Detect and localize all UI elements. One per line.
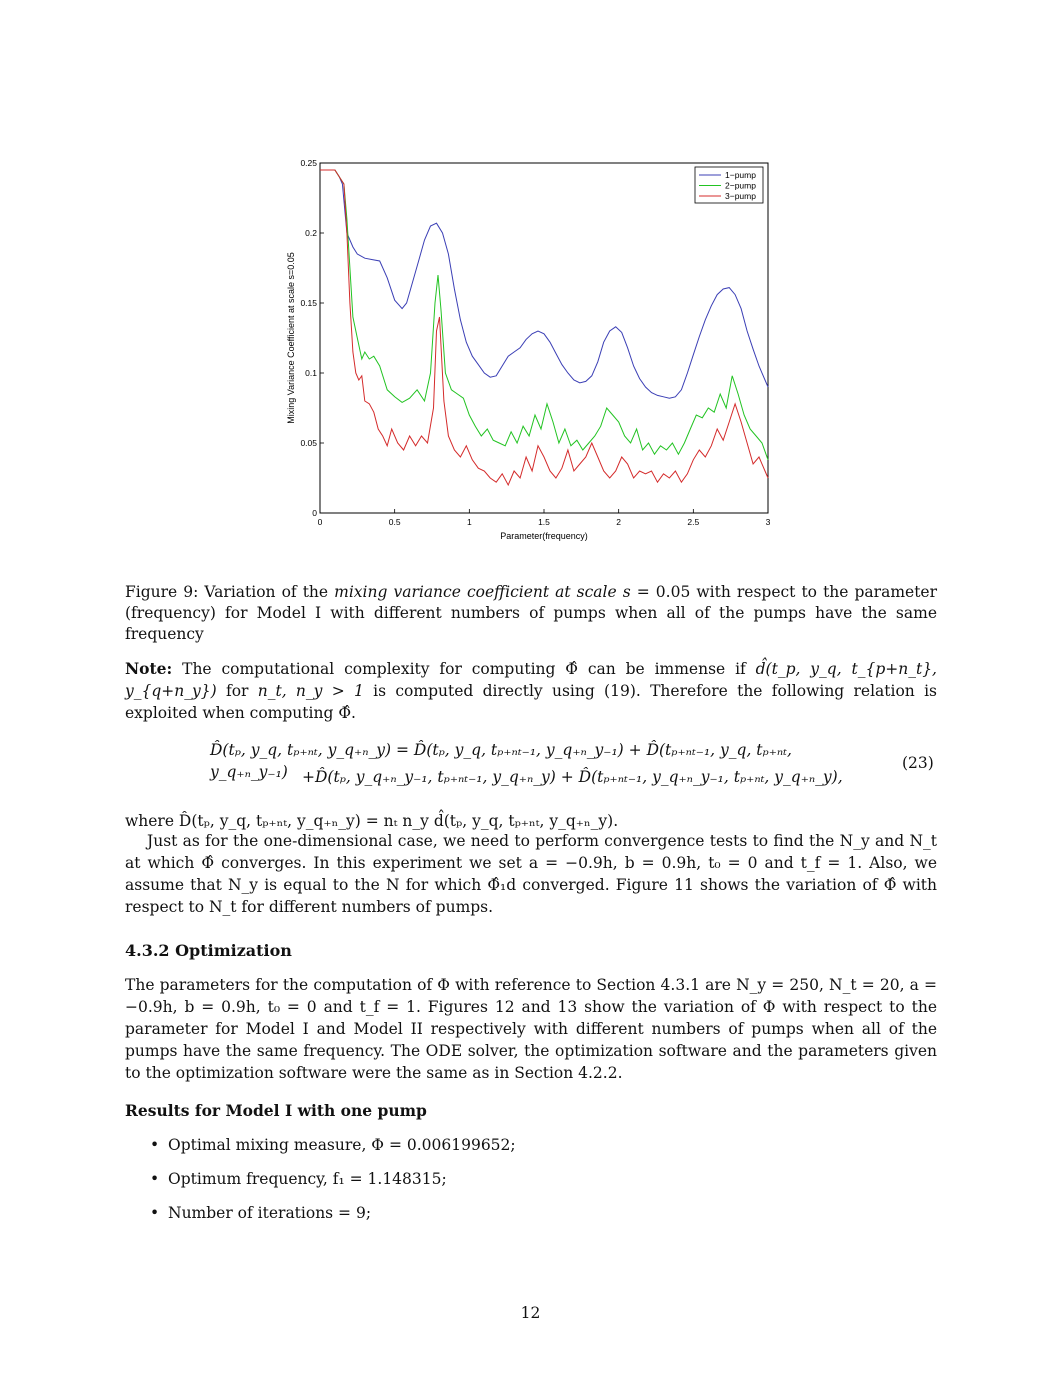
section-heading: 4.3.2 Optimization <box>125 941 292 960</box>
x-tick-label: 0 <box>318 517 323 527</box>
bullet-text: Optimal mixing measure, Φ = 0.006199652; <box>168 1136 516 1154</box>
note-text-2: can be immense if <box>578 660 756 678</box>
x-axis: 0 0.5 1 1.5 2 2.5 3 <box>318 509 771 527</box>
list-item: • Number of iterations = 9; <box>148 1204 516 1238</box>
note-phi-2: Φ̂ <box>338 704 352 722</box>
y-tick-label: 0 <box>312 508 317 518</box>
series-line-1-pump <box>320 169 769 399</box>
series-group <box>320 169 769 487</box>
caption-italic: mixing variance coefficient at scale s <box>334 583 631 601</box>
note-phi-1: Φ̂ <box>565 660 579 678</box>
where-line: where D̂(tₚ, y_q, tₚ₊ₙₜ, y_q₊ₙ_y) = nₜ n… <box>125 812 619 830</box>
y-tick-label: 0.2 <box>305 228 317 238</box>
note-dterm: d̂(t_p, y_q, t_{p+n_t}, y_{q+n_y}) <box>125 660 937 700</box>
results-heading: Results for Model I with one pump <box>125 1101 427 1120</box>
bullet-text: Number of iterations = 9; <box>168 1204 372 1222</box>
x-tick-label: 2.5 <box>687 517 699 527</box>
note-label: Note: <box>125 659 173 678</box>
legend-label: 2−pump <box>725 181 756 191</box>
plot-frame <box>319 162 769 514</box>
list-item: • Optimum frequency, f₁ = 1.148315; <box>148 1170 516 1204</box>
note-text-5: . <box>351 704 356 722</box>
note-condition: n_t, n_y > 1 <box>257 682 364 700</box>
results-list: • Optimal mixing measure, Φ = 0.006199652… <box>148 1136 516 1238</box>
series-line-3-pump <box>320 169 769 487</box>
page-number: 12 <box>520 1304 541 1322</box>
note-paragraph: Note: The computational complexity for c… <box>125 658 937 724</box>
convergence-paragraph: Just as for the one-dimensional case, we… <box>125 832 937 916</box>
equation-line-1: D̂(tₚ, y_q, tₚ₊ₙₜ, y_q₊ₙ_y) = D̂(tₚ, y_q… <box>210 741 792 781</box>
list-item: • Optimal mixing measure, Φ = 0.006199652… <box>148 1136 516 1170</box>
y-tick-label: 0.25 <box>300 158 317 168</box>
x-tick-label: 2 <box>616 517 621 527</box>
x-tick-label: 1 <box>467 517 472 527</box>
legend-label: 1−pump <box>725 170 756 180</box>
bullet-text: Optimum frequency, f₁ = 1.148315; <box>168 1170 447 1188</box>
x-tick-label: 3 <box>766 517 771 527</box>
y-tick-label: 0.1 <box>305 368 317 378</box>
figure-9-chart: 0 0.05 0.1 0.15 0.2 0.25 0 0.5 1 1.5 2 2.5 3 Parame… <box>286 158 771 541</box>
optimization-paragraph: The parameters for the computation of Φ … <box>125 976 937 1082</box>
note-text-3: for <box>216 682 258 700</box>
caption-suffix: = 0.05 with respect to the parameter (fr… <box>125 583 938 643</box>
caption-prefix: Figure 9: Variation of the <box>125 583 335 601</box>
equation-line-2: +D̂(tₚ, y_q₊ₙ_y₋₁, tₚ₊ₙₜ₋₁, y_q₊ₙ_y) + D… <box>302 768 843 786</box>
note-text-1: The computational complexity for computi… <box>172 660 566 678</box>
legend-label: 3−pump <box>725 191 756 201</box>
x-tick-label: 1.5 <box>538 517 550 527</box>
x-axis-label: Parameter(frequency) <box>500 531 588 541</box>
series-line-2-pump <box>320 169 769 460</box>
bullet-icon: • <box>150 1204 160 1222</box>
y-axis-label: Mixing Variance Coefficient at scale s=0… <box>286 252 296 424</box>
note-text-4: is computed directly using (19). Therefo… <box>125 682 937 722</box>
bullet-icon: • <box>150 1170 160 1188</box>
bullet-icon: • <box>150 1136 160 1154</box>
figure-caption: Figure 9: Variation of the mixing varian… <box>125 582 937 645</box>
x-tick-label: 0.5 <box>389 517 401 527</box>
equation-number: (23) <box>902 754 934 772</box>
y-tick-label: 0.15 <box>300 298 317 308</box>
y-tick-label: 0.05 <box>300 438 317 448</box>
y-axis: 0 0.05 0.1 0.15 0.2 0.25 <box>300 158 324 518</box>
